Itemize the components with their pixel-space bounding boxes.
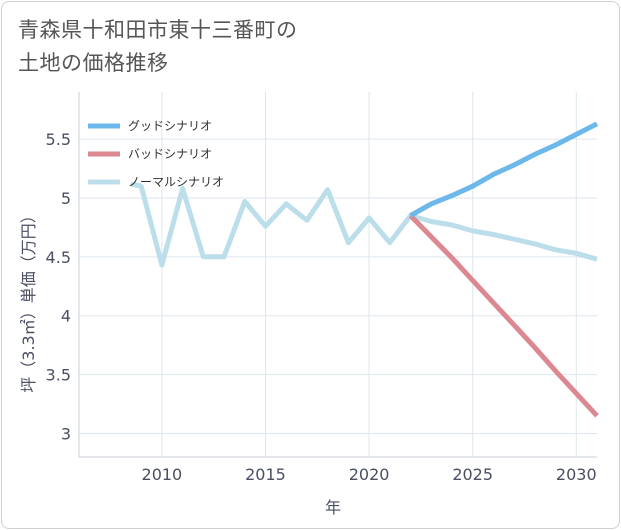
series-line-good xyxy=(409,121,599,218)
y-tick-label: 4.5 xyxy=(46,248,71,267)
series-line-normal xyxy=(130,181,598,268)
y-tick-label: 3.5 xyxy=(46,366,71,385)
y-tick-label: 5 xyxy=(61,189,71,208)
legend-label-good: グッドシナリオ xyxy=(128,119,212,133)
legend-label-normal: ノーマルシナリオ xyxy=(128,175,224,189)
x-tick-label: 2030 xyxy=(556,465,597,484)
y-axis-title: 坪（3.3㎡）単価（万円） xyxy=(19,207,38,392)
y-tick-label: 4 xyxy=(61,307,71,326)
series-lines xyxy=(130,121,599,418)
axes: 2010 2015 2020 2025 2030 3 3.5 4 4.5 5 5.5 xyxy=(46,92,597,484)
x-tick-label: 2010 xyxy=(142,465,183,484)
x-tick-label: 2025 xyxy=(452,465,493,484)
y-tick-label: 5.5 xyxy=(46,130,71,149)
y-tick-label: 3 xyxy=(61,424,71,443)
x-axis-title: 年 xyxy=(325,498,341,517)
grid-lines xyxy=(79,92,597,457)
x-tick-label: 2020 xyxy=(349,465,390,484)
chart-title-line1: 青森県十和田市東十三番町の xyxy=(18,18,298,42)
chart-title: 青森県十和田市東十三番町の 土地の価格推移 xyxy=(18,14,438,80)
chart-title-line2: 土地の価格推移 xyxy=(18,51,169,75)
series-line-bad xyxy=(408,213,599,418)
x-tick-label: 2015 xyxy=(245,465,286,484)
legend-label-bad: バッドシナリオ xyxy=(128,147,212,161)
